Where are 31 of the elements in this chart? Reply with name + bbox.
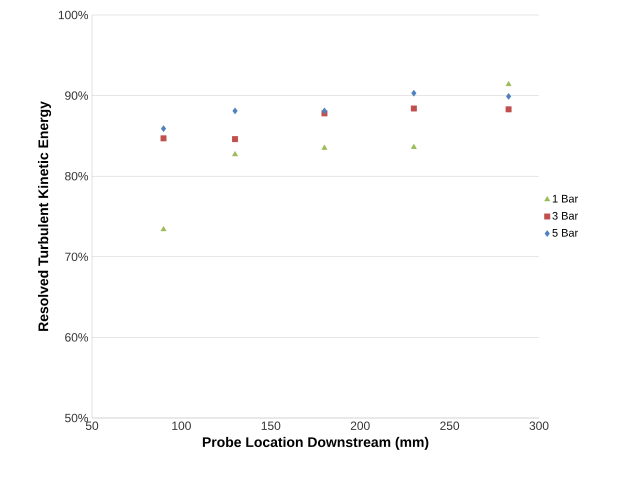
- point: [160, 135, 167, 142]
- y-tick-label: 70%: [65, 252, 88, 262]
- point: [410, 106, 417, 112]
- point: [411, 90, 416, 97]
- y-tick-label: 90%: [65, 91, 88, 100]
- point: [410, 144, 417, 149]
- point: [506, 106, 512, 112]
- legend-label: 1 Bar: [552, 194, 578, 203]
- point: [321, 144, 328, 150]
- point: [232, 108, 238, 114]
- y-axis-title: Resolved Turbulent Kinetic Energy: [38, 101, 52, 331]
- x-tick-label: 200: [350, 422, 370, 430]
- y-tick-label: 100%: [58, 10, 88, 20]
- x-tick-label: 100: [172, 422, 191, 430]
- y-tick-label: 50%: [65, 414, 88, 422]
- point: [506, 93, 512, 100]
- y-tick-label: 60%: [65, 333, 88, 342]
- point: [322, 108, 328, 114]
- x-tick-label: 150: [262, 422, 280, 430]
- point: [506, 80, 512, 86]
- y-tick-label: 80%: [65, 172, 88, 180]
- x-tick-label: 250: [440, 422, 460, 430]
- point: [232, 136, 238, 142]
- x-axis-title: Probe Location Downstream (mm): [202, 436, 428, 450]
- x-tick-label: 50: [86, 422, 98, 430]
- x-tick-label: 300: [529, 422, 549, 430]
- point: [160, 125, 166, 132]
- point: [232, 151, 238, 156]
- point: [160, 226, 166, 232]
- legend-label: 5 Bar: [552, 229, 578, 237]
- legend-label: 3 Bar: [552, 212, 578, 220]
